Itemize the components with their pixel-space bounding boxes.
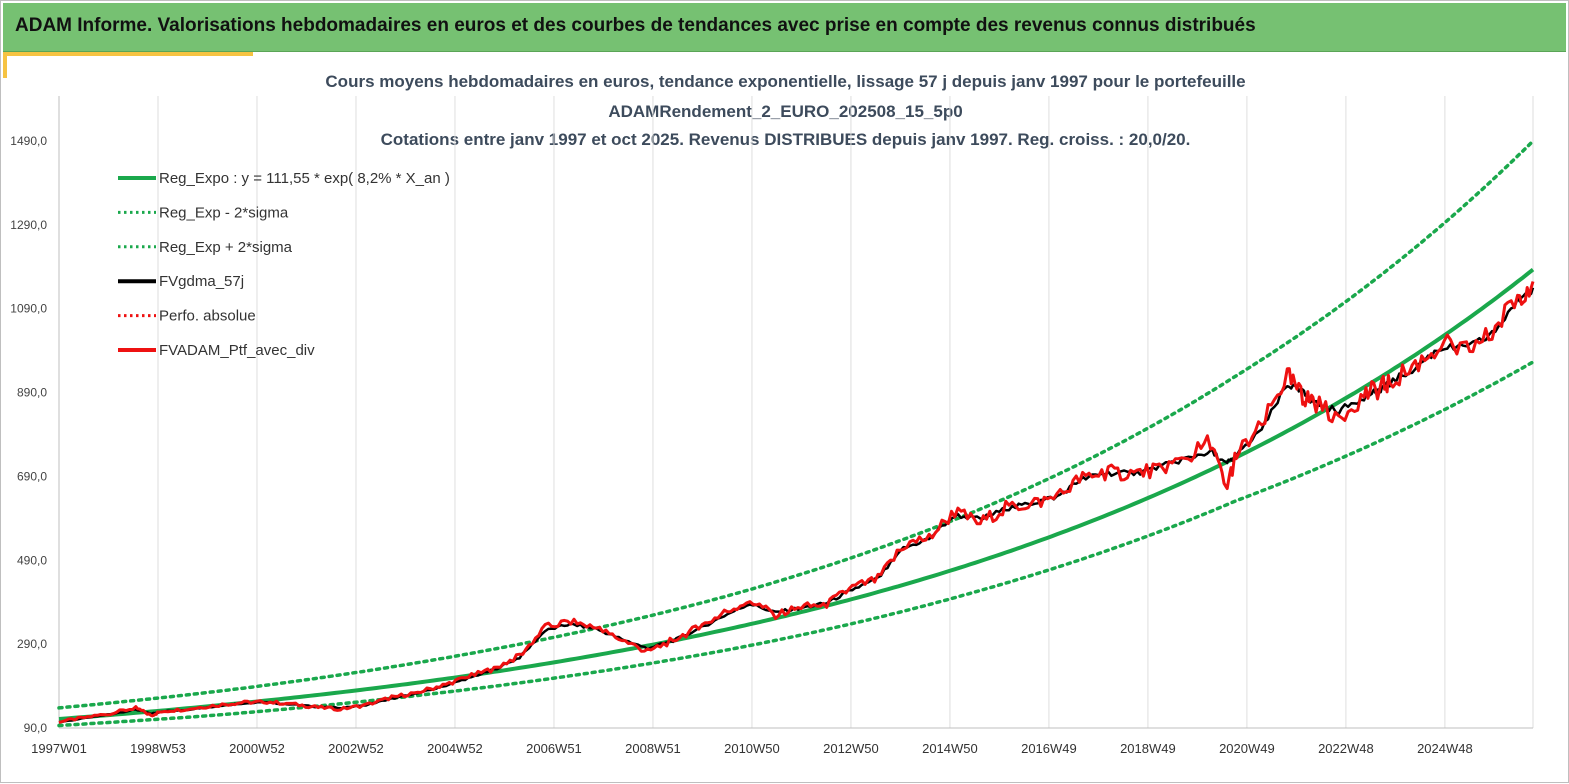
x-tick-label: 2008W51 [625,741,681,756]
y-tick-label: 290,0 [17,637,47,651]
x-tick-label: 2006W51 [526,741,582,756]
x-tick-label: 2024W48 [1417,741,1473,756]
x-tick-label: 2002W52 [328,741,384,756]
x-tick-label: 1997W01 [31,741,87,756]
y-tick-label: 1090,0 [10,302,47,316]
x-tick-label: 2010W50 [724,741,780,756]
y-tick-label: 490,0 [17,553,47,567]
chart-title-line-3: Cotations entre janv 1997 et oct 2025. R… [380,130,1191,149]
accent-bar [3,52,7,78]
y-tick-label: 90,0 [24,721,48,735]
legend-label: FVADAM_Ptf_avec_div [159,342,315,359]
y-tick-label: 690,0 [17,469,47,483]
x-tick-label: 2016W49 [1021,741,1077,756]
legend-label: FVgdma_57j [159,273,244,290]
chart-title-line-2: ADAMRendement_2_EURO_202508_15_5p0 [608,102,963,121]
y-tick-label: 1290,0 [10,218,47,232]
series-line-trend [58,268,1535,721]
header-banner: ADAM Informe. Valorisations hebdomadaire… [3,3,1566,52]
legend-label: Perfo. absolue [159,308,256,325]
x-tick-label: 2000W52 [229,741,285,756]
chart-title-line-1: Cours moyens hebdomadaires en euros, ten… [325,72,1246,91]
y-tick-label: 890,0 [17,386,47,400]
x-tick-label: 2020W49 [1219,741,1275,756]
x-tick-label: 1998W53 [130,741,186,756]
banner-title: ADAM Informe. Valorisations hebdomadaire… [15,15,1256,36]
x-tick-label: 2018W49 [1120,741,1176,756]
x-tick-label: 2004W52 [427,741,483,756]
accent-bar [3,52,253,56]
x-tick-label: 2014W50 [922,741,978,756]
legend-label: Reg_Exp - 2*sigma [159,204,289,221]
series-line-portfolio [58,281,1535,724]
legend-label: Reg_Exp + 2*sigma [159,239,293,256]
series-line-upper-band [57,139,1535,710]
x-tick-label: 2022W48 [1318,741,1374,756]
legend-label: Reg_Expo : y = 111,55 * exp( 8,2% * X_an… [159,170,450,187]
x-tick-label: 2012W50 [823,741,879,756]
y-tick-label: 1490,0 [10,134,47,148]
